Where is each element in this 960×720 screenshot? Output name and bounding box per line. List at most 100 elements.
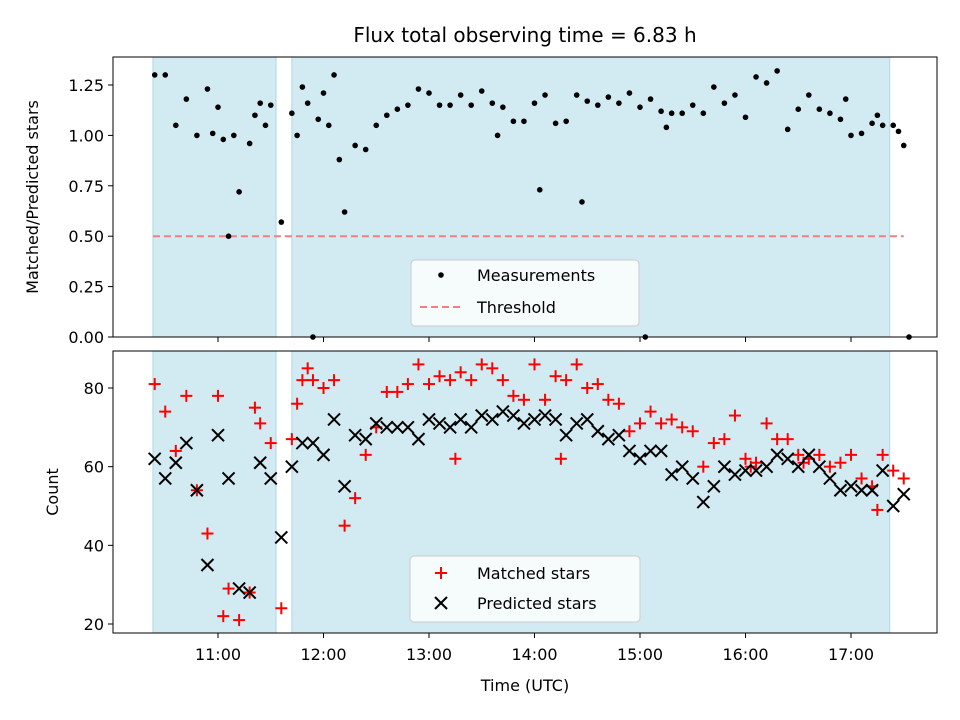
bottom-panel: 20 40 60 80 11:00 12:00 13:00 14:00 15:00 16:00 17…: [43, 350, 938, 695]
matched-star-point: [570, 358, 583, 371]
predicted-star-point: [728, 467, 742, 482]
predicted-star-point: [496, 404, 510, 419]
predicted-star-point: [432, 416, 447, 431]
matched-star-point: [380, 385, 393, 398]
bottom-y-tick-label: 40: [84, 536, 104, 555]
predicted-star-d2: [854, 483, 869, 497]
top-y-tick-label: 1.00: [68, 126, 104, 145]
predicted-star-d2: [696, 495, 711, 509]
measurement-point: [267, 102, 274, 108]
matched-star-point: [217, 610, 230, 623]
matched-star-point: [876, 448, 889, 461]
predicted-star-d2: [274, 530, 289, 545]
matched-star-point: [887, 464, 900, 477]
measurement-point: [246, 140, 253, 147]
measurement-point: [426, 90, 432, 96]
matched-star-point: [306, 374, 319, 387]
predicted-star-d2: [633, 452, 647, 466]
measurement-point: [837, 116, 844, 123]
predicted-star-point: [190, 483, 204, 497]
predicted-star-d2: [211, 428, 225, 442]
predicted-star-point: [717, 459, 732, 474]
predicted-star-point: [147, 452, 162, 466]
predicted-star-point: [327, 412, 341, 427]
predicted-star-point: [865, 483, 879, 497]
predicted-star-point: [738, 463, 753, 478]
matched-star-point: [412, 358, 425, 371]
measurement-point: [626, 90, 633, 96]
predicted-star-point: [232, 581, 246, 596]
matched-star-point: [507, 389, 520, 402]
predicted-star-d2: [264, 471, 278, 486]
top-y-tick-label: 0.75: [68, 177, 104, 196]
predicted-star-d2: [569, 416, 584, 431]
predicted-star-point: [749, 463, 763, 478]
measurement-point: [225, 233, 232, 239]
predicted-star-point: [875, 463, 890, 478]
measurement-point: [668, 110, 675, 117]
matched-star-point: [296, 374, 309, 387]
measurement-point: [415, 86, 422, 92]
predicted-star-point: [464, 420, 478, 435]
predicted-star-d2: [738, 463, 753, 478]
predicted-star-point: [844, 479, 858, 494]
predicted-star-point: [812, 459, 827, 474]
measurement-point: [763, 80, 770, 86]
predicted-star-d2: [812, 459, 827, 474]
bottom-y-tick-label: 20: [84, 615, 104, 634]
predicted-star-d2: [844, 479, 858, 494]
predicted-star-d2: [169, 456, 183, 470]
chart-title: Flux total observing time = 6.83 h: [353, 23, 696, 47]
measurement-point: [531, 100, 538, 106]
matched-star-point: [159, 405, 172, 418]
predicted-star-point: [380, 420, 394, 435]
predicted-star-d2: [643, 444, 658, 458]
matched-star-point: [449, 452, 462, 465]
predicted-star-d2: [717, 459, 732, 474]
predicted-star-d2: [601, 432, 616, 446]
predicted-star-d2: [200, 558, 215, 572]
predicted-star-d2: [295, 436, 310, 450]
top-shaded-region-0: [152, 56, 277, 338]
predicted-star-d2: [875, 463, 890, 478]
predicted-star-point: [569, 416, 584, 431]
predicted-star-d2: [548, 412, 563, 427]
predicted-star-point: [759, 459, 774, 474]
measurement-point: [299, 84, 306, 90]
matched-star-point: [465, 374, 478, 387]
predicted-star-point: [527, 412, 542, 427]
bottom-shaded-region-0: [152, 350, 277, 634]
predicted-star-point: [295, 436, 310, 450]
measurement-point: [700, 110, 707, 117]
measurement-point: [874, 112, 881, 119]
predicted-star-point: [274, 530, 289, 545]
measurement-point: [457, 92, 464, 98]
matched-star-point: [781, 433, 794, 446]
bottom-series: [147, 358, 911, 627]
predicted-star-point: [854, 483, 869, 497]
predicted-star-d2: [770, 448, 784, 462]
predicted-star-d2: [179, 436, 194, 450]
bottom-axes-ticks: 20 40 60 80 11:00 12:00 13:00 14:00 15:00 16:00 17…: [84, 379, 874, 664]
x-axis-label: Time (UTC): [480, 676, 569, 695]
predicted-star-d2: [485, 412, 500, 427]
top-y-tick-label: 0.00: [68, 328, 104, 347]
predicted-star-d2: [664, 467, 679, 482]
matched-star-point: [423, 378, 435, 391]
predicted-star-point: [791, 459, 805, 474]
predicted-star-d2: [327, 412, 341, 427]
predicted-star-point: [422, 412, 436, 427]
legend-matched-marker: [435, 567, 447, 579]
bottom-x-tick-label: 14:00: [511, 645, 557, 664]
matched-star-point: [391, 385, 404, 398]
measurement-point: [552, 120, 559, 127]
measurement-point: [494, 132, 501, 139]
top-series: [151, 68, 912, 340]
measurement-point: [262, 122, 269, 129]
matched-star-point: [328, 374, 341, 387]
measurement-point: [827, 110, 833, 117]
predicted-star-point: [158, 471, 172, 486]
predicted-star-d2: [411, 432, 426, 446]
measurement-point: [468, 102, 475, 108]
matched-star-point: [528, 358, 541, 371]
